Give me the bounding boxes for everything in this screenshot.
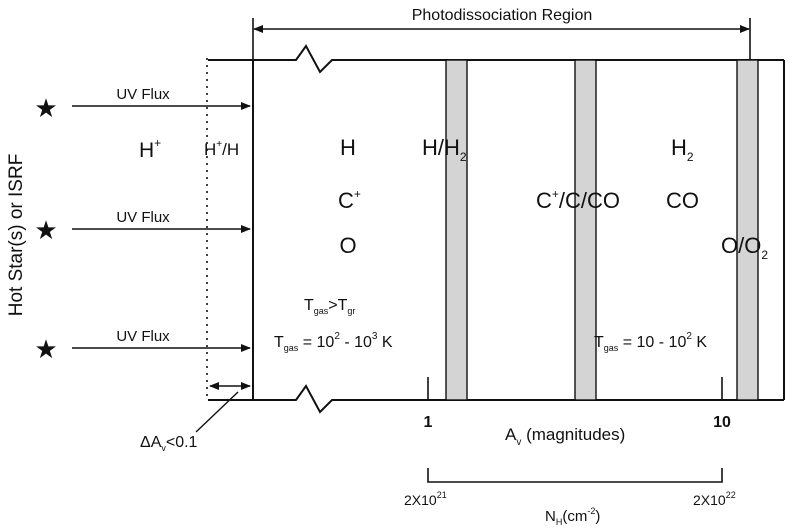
uv-flux-label: UV Flux [116, 328, 170, 345]
species-h: H [340, 135, 356, 160]
av-tick-label: 10 [713, 414, 731, 431]
nh-tick-label: 2X1021 [404, 490, 447, 508]
region-title: Photodissociation Region [412, 7, 593, 24]
tgas-range-right: Tgas = 10 - 102 K [594, 331, 707, 353]
star-icon: ★ [34, 215, 57, 245]
delta-av-label: ΔAv<0.1 [140, 434, 198, 453]
transition-c-c-co: C+/C/CO [536, 187, 620, 213]
band-h-h2 [445, 59, 468, 401]
uv-flux-label: UV Flux [116, 86, 170, 103]
transition-h-h2: H/H2 [422, 135, 467, 164]
species-c-plus: C+ [338, 187, 361, 213]
delta-av-pointer [195, 391, 239, 433]
nh-bracket [427, 468, 723, 483]
side-label: Hot Star(s) or ISRF [6, 154, 27, 317]
tgas-greater-tgr: Tgas>Tgr [304, 297, 355, 316]
zone-h-plus: H+ [139, 136, 161, 162]
tgas-range-left: Tgas = 102 - 103 K [274, 331, 393, 353]
uv-flux-label: UV Flux [116, 209, 170, 226]
species-co: CO [666, 188, 699, 213]
zone-h-plus-h: H+/H [204, 139, 239, 159]
nh-axis-label: NH(cm-2) [545, 506, 600, 527]
nh-tick-label: 2X1022 [693, 490, 736, 508]
star-icon: ★ [34, 93, 57, 123]
band-o-o2 [736, 59, 759, 401]
av-tick-label: 1 [424, 414, 433, 431]
transition-o-o2: O/O2 [721, 233, 768, 262]
slab-bottom-edge [208, 384, 784, 414]
slab-top-edge [208, 44, 784, 74]
species-o: O [339, 233, 356, 258]
star-icon: ★ [34, 334, 57, 364]
species-h2: H2 [671, 135, 694, 164]
band-c-co [574, 59, 597, 401]
av-axis-label: Av (magnitudes) [505, 425, 625, 448]
